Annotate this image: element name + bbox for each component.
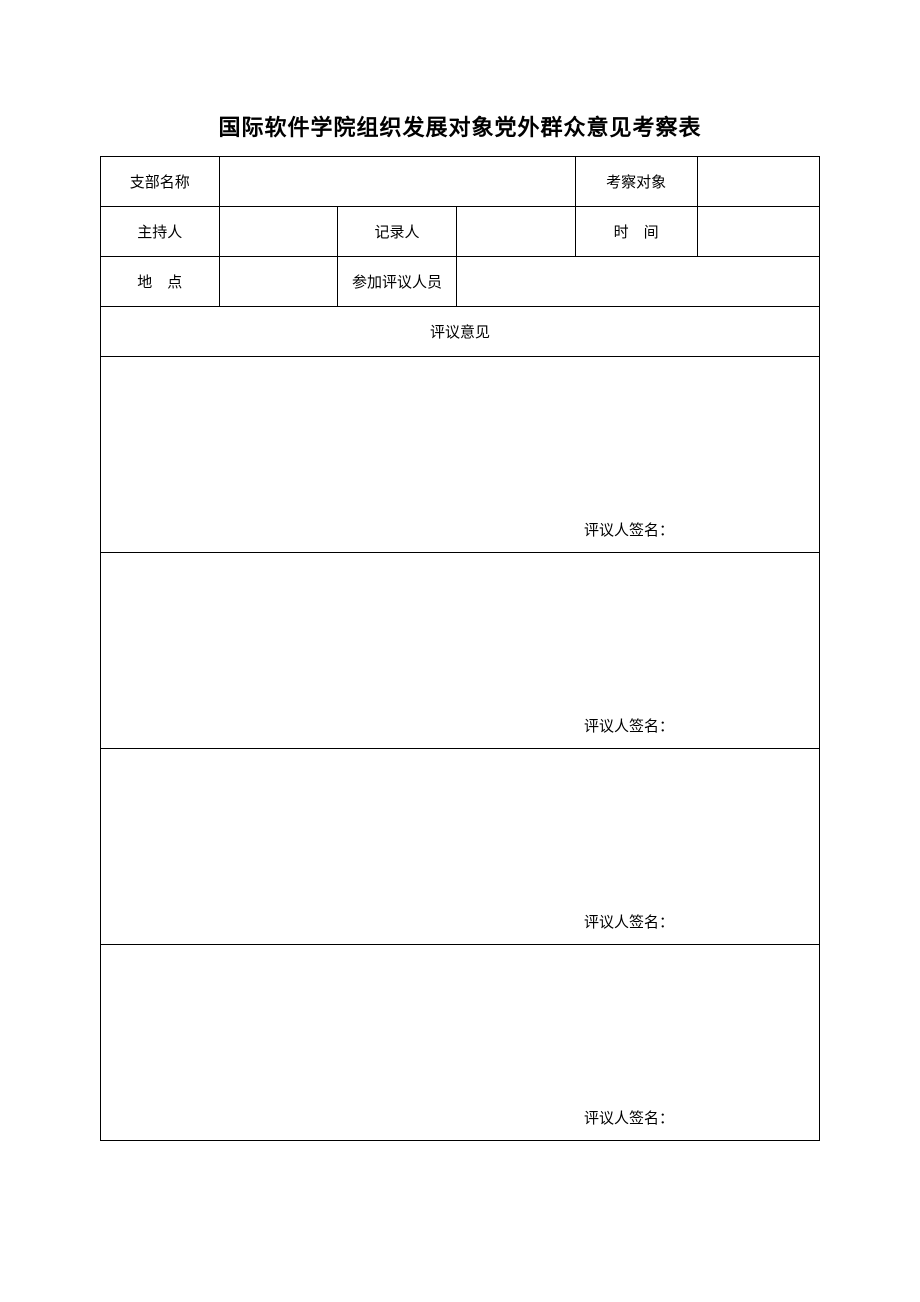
opinion-row-2: 评议人签名： <box>101 553 820 749</box>
row-branch: 支部名称 考察对象 <box>101 157 820 207</box>
row-host: 主持人 记录人 时 间 <box>101 207 820 257</box>
opinion-block-2: 评议人签名： <box>101 553 820 749</box>
inspection-form-table: 支部名称 考察对象 主持人 记录人 时 间 地 点 参加评议人员 评议意见 评议… <box>100 156 820 1141</box>
opinion-row-1: 评议人签名： <box>101 357 820 553</box>
page-title: 国际软件学院组织发展对象党外群众意见考察表 <box>100 110 820 142</box>
host-label: 主持人 <box>101 207 220 257</box>
opinion-block-3: 评议人签名： <box>101 749 820 945</box>
row-location: 地 点 参加评议人员 <box>101 257 820 307</box>
signature-label-3: 评议人签名： <box>584 911 674 932</box>
opinion-row-4: 评议人签名： <box>101 945 820 1141</box>
section-header-label: 评议意见 <box>101 307 820 357</box>
location-label: 地 点 <box>101 257 220 307</box>
branch-name-label: 支部名称 <box>101 157 220 207</box>
opinion-row-3: 评议人签名： <box>101 749 820 945</box>
signature-label-2: 评议人签名： <box>584 715 674 736</box>
host-value <box>219 207 338 257</box>
location-value <box>219 257 338 307</box>
participants-label: 参加评议人员 <box>338 257 457 307</box>
subject-value <box>697 157 819 207</box>
opinion-block-1: 评议人签名： <box>101 357 820 553</box>
signature-label-4: 评议人签名： <box>584 1107 674 1128</box>
time-label: 时 间 <box>575 207 697 257</box>
opinion-block-4: 评议人签名： <box>101 945 820 1141</box>
row-section-header: 评议意见 <box>101 307 820 357</box>
recorder-label: 记录人 <box>338 207 457 257</box>
signature-label-1: 评议人签名： <box>584 519 674 540</box>
recorder-value <box>456 207 575 257</box>
branch-name-value <box>219 157 575 207</box>
time-value <box>697 207 819 257</box>
subject-label: 考察对象 <box>575 157 697 207</box>
participants-value <box>456 257 819 307</box>
